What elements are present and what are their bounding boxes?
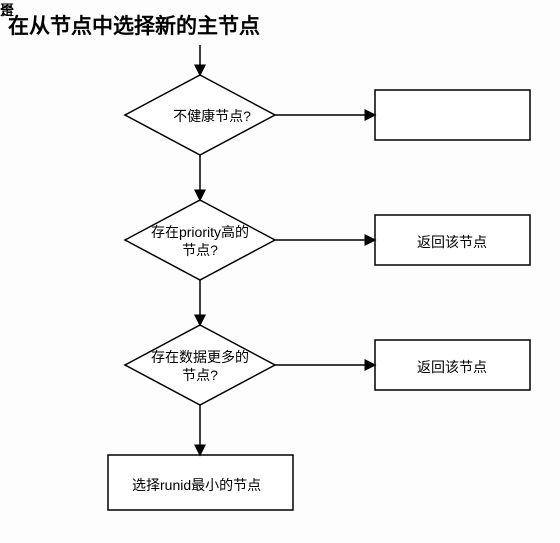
flowchart-canvas xyxy=(0,0,560,543)
